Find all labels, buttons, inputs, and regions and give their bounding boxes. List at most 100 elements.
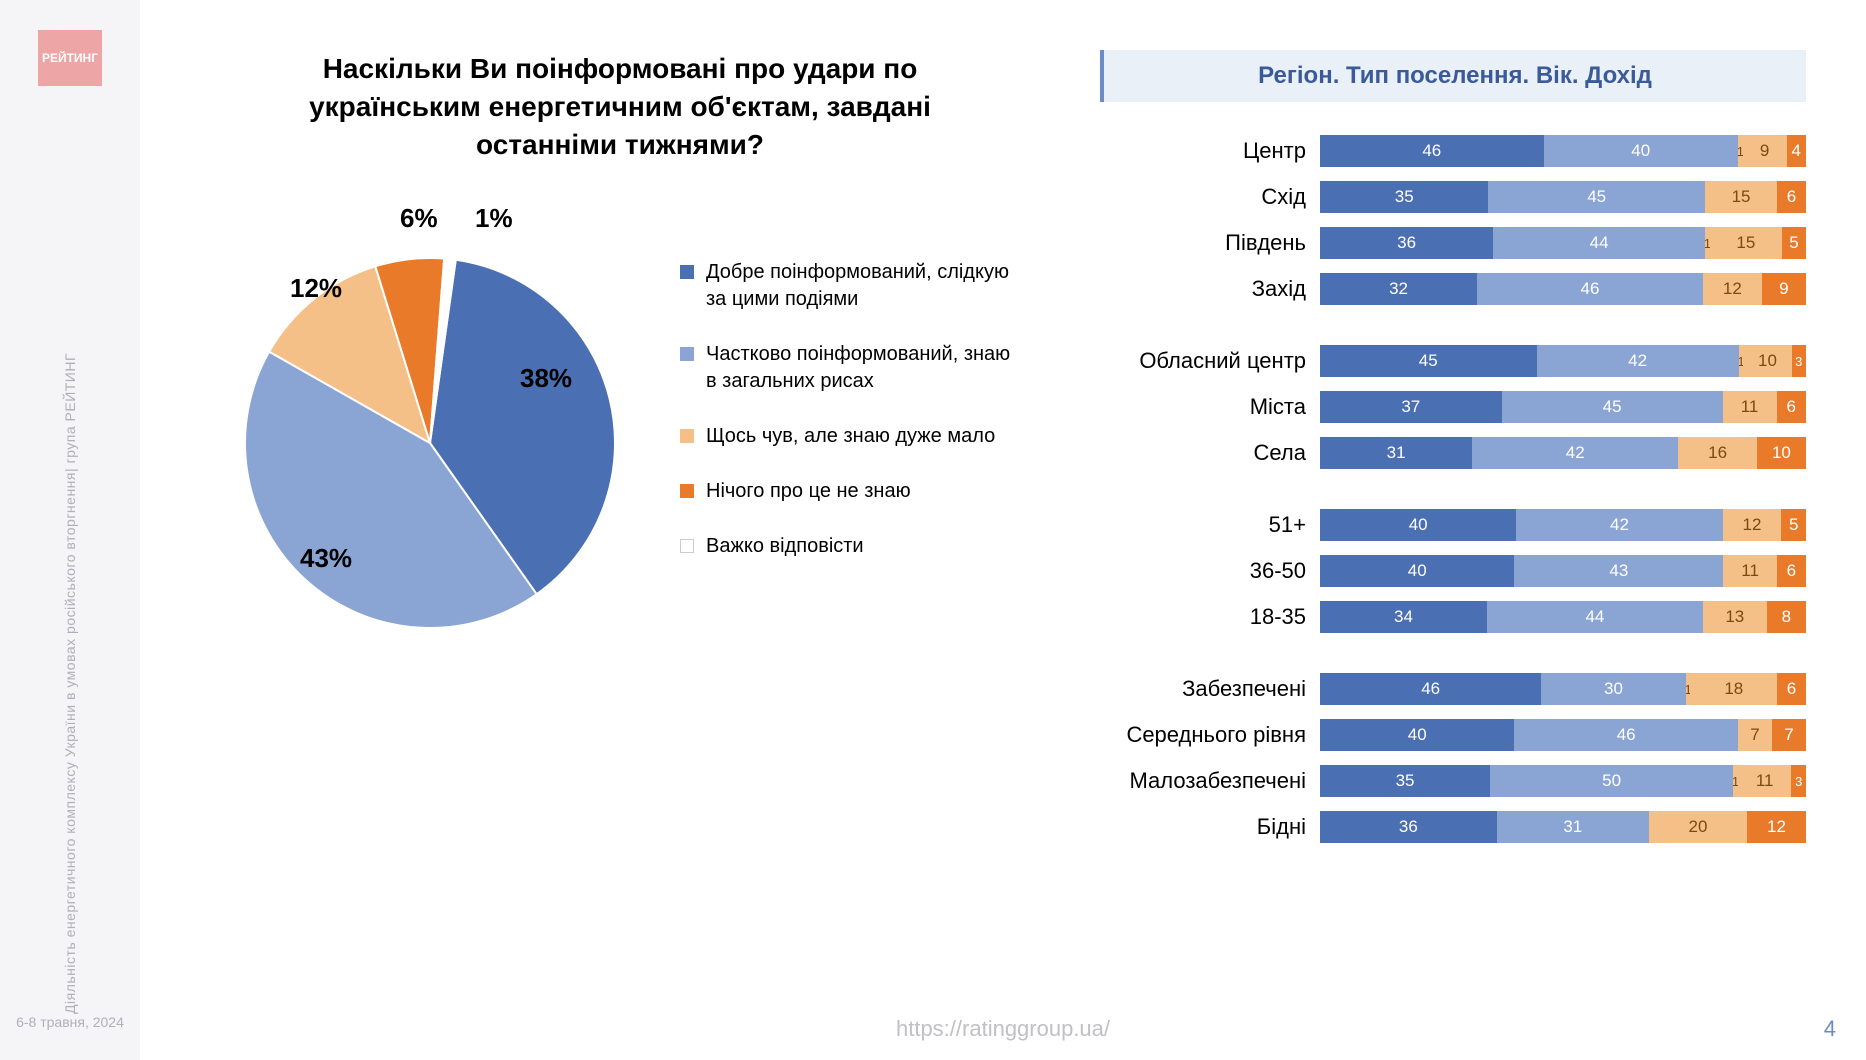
legend-swatch — [680, 429, 694, 443]
bar-segment: 46 — [1514, 719, 1738, 751]
stacked-bar: 3444138 — [1320, 601, 1806, 633]
stacked-bar: 4640194 — [1320, 135, 1806, 167]
bar-segment: 31 — [1497, 811, 1649, 843]
bar-row-label: Села — [1100, 440, 1320, 466]
bar-segment: 40 — [1320, 509, 1516, 541]
bar-segment: 36 — [1320, 227, 1493, 259]
bar-row: Схід3545156 — [1100, 178, 1806, 216]
stacked-bar: 404677 — [1320, 719, 1806, 751]
bar-segment: 44 — [1487, 601, 1703, 633]
bar-segment: 8 — [1767, 601, 1806, 633]
legend-item: Щось чув, але знаю дуже мало — [680, 423, 1026, 450]
bar-segment: 36 — [1320, 811, 1497, 843]
pie-slice-label: 1% — [475, 203, 513, 234]
stacked-bar: 4042125 — [1320, 509, 1806, 541]
sidebar: РЕЙТИНГ Діяльність енергетичного комплек… — [0, 0, 140, 1060]
bar-row-label: 36-50 — [1100, 558, 1320, 584]
bar-row: 36-504043116 — [1100, 552, 1806, 590]
right-panel: Регіон. Тип поселення. Вік. Дохід Центр4… — [1080, 50, 1806, 1020]
bar-segment: 46 — [1477, 273, 1703, 305]
bar-segment: 42 — [1537, 345, 1739, 377]
bar-segment: 6 — [1777, 391, 1806, 423]
legend-text: Добре поінформований, слідкую за цими по… — [706, 259, 1026, 313]
logo-badge: РЕЙТИНГ — [38, 30, 102, 86]
bar-segment: 12 — [1723, 509, 1782, 541]
bar-segment: 11 — [1723, 391, 1777, 423]
legend-swatch — [680, 484, 694, 498]
bar-segment: 12 — [1747, 811, 1806, 843]
legend-item: Важко відповісти — [680, 533, 1026, 560]
bar-row: Південь36441155 — [1100, 224, 1806, 262]
legend-swatch — [680, 539, 694, 553]
bar-group: Забезпечені46301186Середнього рівня40467… — [1100, 670, 1806, 846]
bar-row-label: Малозабезпечені — [1100, 768, 1320, 794]
bar-segment: 9 — [1743, 135, 1787, 167]
bar-row-label: Центр — [1100, 138, 1320, 164]
bar-segment: 11 — [1723, 555, 1776, 587]
bar-row-label: Схід — [1100, 184, 1320, 210]
bar-group: 51+404212536-50404311618-353444138 — [1100, 506, 1806, 636]
bar-segment: 6 — [1777, 673, 1806, 705]
stacked-bar: 4043116 — [1320, 555, 1806, 587]
bar-row: Міста3745116 — [1100, 388, 1806, 426]
pie-chart: 38%43%12%6%1% — [220, 213, 640, 633]
stacked-bars: Центр4640194Схід3545156Південь36441155За… — [1100, 132, 1806, 846]
bar-segment: 37 — [1320, 391, 1502, 423]
legend-swatch — [680, 265, 694, 279]
legend: Добре поінформований, слідкую за цими по… — [680, 259, 1026, 588]
bar-row: 51+4042125 — [1100, 506, 1806, 544]
bar-segment: 5 — [1781, 509, 1806, 541]
bar-segment: 45 — [1488, 181, 1705, 213]
page: РЕЙТИНГ Діяльність енергетичного комплек… — [0, 0, 1866, 1060]
bar-segment: 45 — [1502, 391, 1723, 423]
bar-row-label: Південь — [1100, 230, 1320, 256]
bar-row: Забезпечені46301186 — [1100, 670, 1806, 708]
question-title: Наскільки Ви поінформовані про удари по … — [240, 50, 1000, 163]
bar-row: Бідні36312012 — [1100, 808, 1806, 846]
bar-segment: 43 — [1514, 555, 1723, 587]
bar-segment: 35 — [1320, 765, 1490, 797]
pie-slice-label: 43% — [300, 543, 352, 574]
bar-segment: 45 — [1320, 345, 1537, 377]
bar-segment: 46 — [1320, 135, 1544, 167]
legend-text: Важко відповісти — [706, 533, 864, 560]
bar-segment: 40 — [1544, 135, 1738, 167]
bar-segment: 20 — [1649, 811, 1747, 843]
bar-group: Центр4640194Схід3545156Південь36441155За… — [1100, 132, 1806, 308]
stacked-bar: 3745116 — [1320, 391, 1806, 423]
legend-item: Нічого про це не знаю — [680, 478, 1026, 505]
bar-segment: 10 — [1743, 345, 1791, 377]
stacked-bar: 36312012 — [1320, 811, 1806, 843]
bar-segment: 4 — [1787, 135, 1806, 167]
page-number: 4 — [1824, 1016, 1836, 1042]
bar-segment: 18 — [1690, 673, 1777, 705]
bar-segment: 15 — [1710, 227, 1782, 259]
bar-segment: 35 — [1320, 181, 1488, 213]
bar-row: Захід3246129 — [1100, 270, 1806, 308]
bar-row: Центр4640194 — [1100, 132, 1806, 170]
bar-segment: 11 — [1738, 765, 1791, 797]
pie-slice-label: 12% — [290, 273, 342, 304]
bar-segment: 50 — [1490, 765, 1733, 797]
sidebar-date: 6-8 травня, 2024 — [16, 1014, 124, 1030]
bar-segment: 40 — [1320, 555, 1514, 587]
bar-segment: 3 — [1791, 765, 1806, 797]
bar-segment: 6 — [1777, 555, 1806, 587]
bar-segment: 7 — [1772, 719, 1806, 751]
bar-segment: 13 — [1703, 601, 1767, 633]
bar-segment: 40 — [1320, 719, 1514, 751]
left-panel: Наскільки Ви поінформовані про удари по … — [200, 50, 1080, 1020]
pie-slice-label: 38% — [520, 363, 572, 394]
stacked-bar: 3246129 — [1320, 273, 1806, 305]
bar-row: 18-353444138 — [1100, 598, 1806, 636]
bar-segment: 31 — [1320, 437, 1472, 469]
bar-segment: 3 — [1792, 345, 1806, 377]
bar-row: Села31421610 — [1100, 434, 1806, 472]
bar-segment: 42 — [1472, 437, 1678, 469]
bar-group: Обласний центр45421103Міста3745116Села31… — [1100, 342, 1806, 472]
bar-row-label: 51+ — [1100, 512, 1320, 538]
sidebar-vertical-text: Діяльність енергетичного комплексу Украї… — [62, 126, 78, 1014]
bar-segment: 10 — [1757, 437, 1806, 469]
footer-url: https://ratinggroup.ua/ — [896, 1016, 1110, 1042]
bar-segment: 12 — [1703, 273, 1762, 305]
